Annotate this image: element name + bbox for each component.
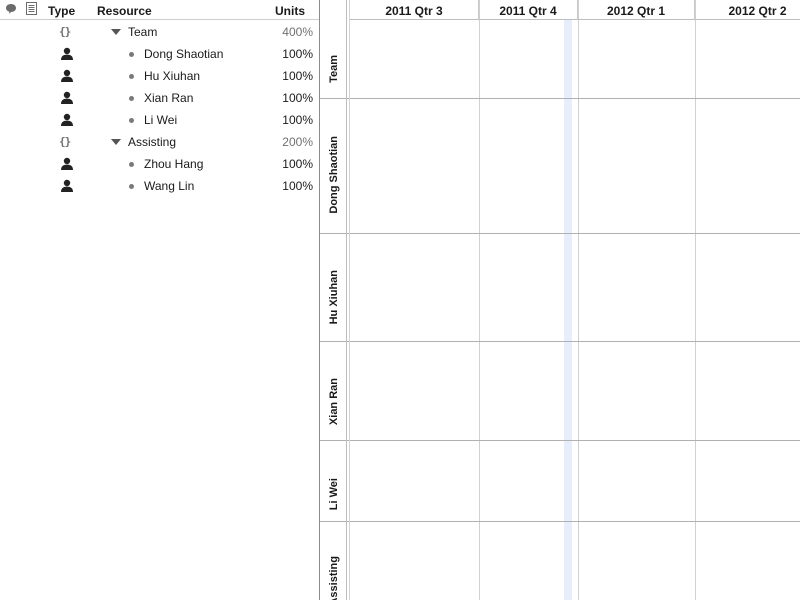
grid-line <box>479 0 480 600</box>
person-icon <box>61 179 73 192</box>
outline-row-wang-lin[interactable]: Wang Lin 100% <box>0 175 319 197</box>
bullet-icon <box>129 52 134 57</box>
outline-row-xian-ran[interactable]: Xian Ran 100% <box>0 87 319 109</box>
bullet-icon <box>129 96 134 101</box>
quarter-header[interactable]: 2012 Qtr 2 <box>695 0 800 20</box>
speech-bubble-icon[interactable] <box>5 3 17 15</box>
group-braces-icon: {} <box>59 135 71 148</box>
resource-units[interactable]: 100% <box>282 157 313 171</box>
resource-units[interactable]: 200% <box>282 135 313 149</box>
bullet-icon <box>129 184 134 189</box>
row-separator <box>320 440 800 441</box>
column-header-type[interactable]: Type <box>48 4 76 18</box>
column-header-resource[interactable]: Resource <box>97 4 152 18</box>
resource-outline-pane: Type Resource Units {} Team 400% Dong Sh… <box>0 0 319 600</box>
resource-name[interactable]: Xian Ran <box>144 91 194 105</box>
bullet-icon <box>129 162 134 167</box>
grid-line <box>695 0 696 600</box>
row-separator <box>320 521 800 522</box>
resource-units[interactable]: 400% <box>282 25 313 39</box>
quarter-header[interactable]: 2011 Qtr 3 <box>350 0 479 20</box>
person-icon <box>61 113 73 126</box>
person-icon <box>61 69 73 82</box>
resource-units[interactable]: 100% <box>282 113 313 127</box>
person-icon <box>61 47 73 60</box>
resource-name[interactable]: Assisting <box>128 135 177 149</box>
resource-units[interactable]: 100% <box>282 91 313 105</box>
disclosure-triangle-icon[interactable] <box>111 29 121 35</box>
bullet-icon <box>129 118 134 123</box>
outline-row-li-wei[interactable]: Li Wei 100% <box>0 109 319 131</box>
timeline-row-label-hu-xiuhan: Hu Xiuhan <box>328 270 340 325</box>
resource-units[interactable]: 100% <box>282 47 313 61</box>
bullet-icon <box>129 74 134 79</box>
quarter-header[interactable]: 2012 Qtr 1 <box>578 0 695 20</box>
row-separator <box>320 98 800 99</box>
quarter-header[interactable]: 2011 Qtr 4 <box>479 0 578 20</box>
timeline-row-label-xian-ran: Xian Ran <box>328 378 340 426</box>
column-header-units[interactable]: Units <box>275 4 305 18</box>
outline-row-hu-xiuhan[interactable]: Hu Xiuhan 100% <box>0 65 319 87</box>
outline-row-zhou-hang[interactable]: Zhou Hang 100% <box>0 153 319 175</box>
outline-row-assisting[interactable]: {} Assisting 200% <box>0 131 319 153</box>
resource-units[interactable]: 100% <box>282 69 313 83</box>
resource-units[interactable]: 100% <box>282 179 313 193</box>
person-icon <box>61 91 73 104</box>
grid-line <box>578 0 579 600</box>
timeline-header: 2011 Qtr 3 2011 Qtr 4 2012 Qtr 1 2012 Qt… <box>350 0 800 20</box>
person-icon <box>61 157 73 170</box>
resource-name[interactable]: Hu Xiuhan <box>144 69 201 83</box>
resource-name[interactable]: Zhou Hang <box>144 157 204 171</box>
timeline-row-label-team: Team <box>328 55 340 83</box>
document-icon[interactable] <box>26 2 37 15</box>
disclosure-triangle-icon[interactable] <box>111 139 121 145</box>
group-braces-icon: {} <box>59 25 71 38</box>
pane-splitter[interactable] <box>319 0 320 600</box>
resource-timeline-pane: Team Dong Shaotian Hu Xiuhan Xian Ran Li… <box>320 0 800 600</box>
outline-row-dong-shaotian[interactable]: Dong Shaotian 100% <box>0 43 319 65</box>
resource-name[interactable]: Team <box>128 25 158 39</box>
row-header-column: Team Dong Shaotian Hu Xiuhan Xian Ran Li… <box>320 0 350 600</box>
current-date-highlight <box>564 20 572 600</box>
outline-row-team[interactable]: {} Team 400% <box>0 21 319 43</box>
timeline-row-label-li-wei: Li Wei <box>328 478 340 511</box>
row-separator <box>320 233 800 234</box>
resource-name[interactable]: Wang Lin <box>144 179 195 193</box>
timeline-row-label-assisting: Assisting <box>328 556 340 600</box>
resource-name[interactable]: Li Wei <box>144 113 178 127</box>
resource-name[interactable]: Dong Shaotian <box>144 47 224 61</box>
timeline-row-label-dong-shaotian: Dong Shaotian <box>328 136 340 214</box>
row-separator <box>320 341 800 342</box>
outline-header: Type Resource Units <box>0 0 319 20</box>
